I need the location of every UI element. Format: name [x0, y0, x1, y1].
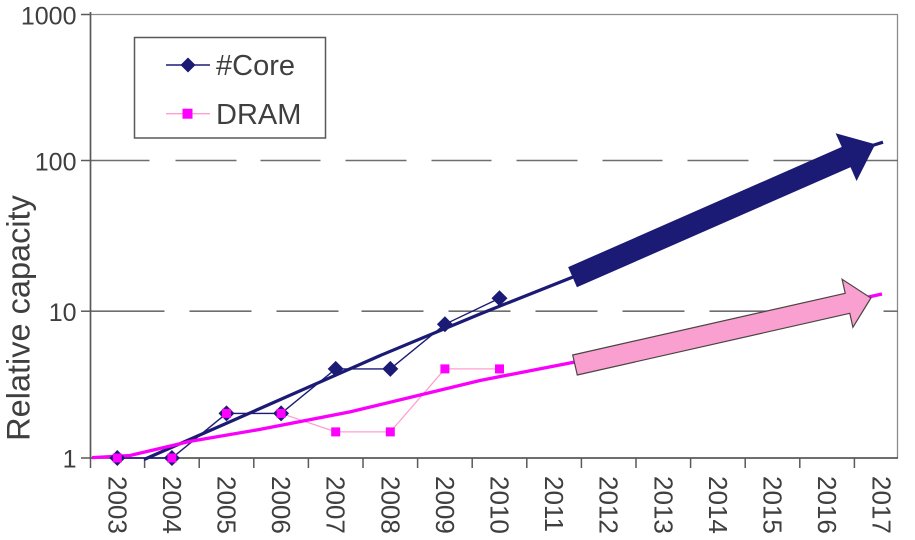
svg-text:2003: 2003: [102, 476, 132, 534]
svg-text:DRAM: DRAM: [216, 99, 301, 131]
svg-text:#Core: #Core: [216, 50, 295, 82]
svg-text:2009: 2009: [430, 476, 460, 534]
svg-text:10: 10: [49, 299, 77, 327]
svg-text:2015: 2015: [758, 476, 788, 534]
svg-text:2013: 2013: [648, 476, 678, 534]
svg-text:1: 1: [63, 446, 77, 474]
svg-text:2006: 2006: [266, 476, 296, 534]
svg-text:2010: 2010: [485, 476, 515, 534]
svg-text:1000: 1000: [21, 3, 77, 31]
svg-text:2011: 2011: [539, 476, 569, 532]
svg-text:2005: 2005: [212, 476, 242, 534]
svg-text:2008: 2008: [375, 476, 405, 534]
svg-text:2014: 2014: [703, 476, 733, 534]
svg-text:2007: 2007: [321, 476, 351, 534]
svg-text:2016: 2016: [812, 476, 842, 534]
svg-text:2012: 2012: [594, 476, 624, 534]
svg-text:2017: 2017: [867, 476, 897, 534]
svg-text:2004: 2004: [157, 476, 187, 534]
svg-text:100: 100: [35, 149, 77, 177]
svg-text:Relative capacity: Relative capacity: [1, 194, 37, 440]
